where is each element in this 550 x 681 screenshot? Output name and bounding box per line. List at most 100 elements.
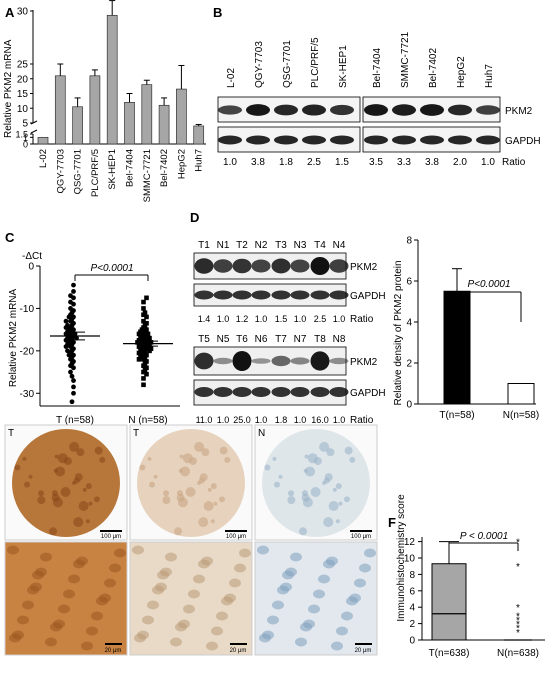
panel-d-pkm2-band-bottom [290,357,310,365]
panel-c-point-n [141,376,146,381]
ihc-cell [302,497,313,508]
panel-a-xtick-label: SMMC-7721 [142,149,153,202]
ihc-image-label: T [8,428,14,439]
panel-f-outlier: * [516,603,520,614]
panel-d-band-pkm2-top: PKM2 [350,262,378,273]
ihc-cell [178,468,183,473]
panel-f-box-plot: Immunohistochemistry score P < 0.0001 0 2… [396,494,545,659]
ihc-cell [69,441,80,452]
panel-f-outlier: * [516,538,520,549]
ihc-zoom-cell [193,574,205,584]
panel-d-lane-label-bottom: N7 [294,334,307,345]
panel-b-gapdh-band [246,135,270,145]
ihc-cell [88,501,93,506]
ihc-cell [149,481,156,488]
panel-d-band-pkm2-bottom: PKM2 [350,357,378,368]
panel-c-ytick-label: -30 [20,389,35,400]
ihc-zoom-cell [165,552,177,562]
panel-f-ytick-label: 6 [409,586,415,597]
panel-a-xtick-label: QSG-7701 [73,149,84,194]
panel-d-bar [443,290,471,405]
ihc-tissue-core [137,429,245,537]
ihc-cell [22,456,27,461]
ihc-cell [82,487,87,492]
panel-b-lane-label: L-02 [226,68,237,88]
ihc-zoom-cell [354,578,366,588]
ihc-cell [307,453,318,464]
panel-b-ratio: 1.0 [223,157,237,168]
svg-text:F: F [388,515,396,530]
panel-d-ratio-bottom: 1.0 [217,415,230,425]
panel-c-point-n [141,357,146,362]
ihc-cell [54,454,59,459]
panel-b-lane-label: Bel-7402 [428,48,439,88]
panel-d-lane-label-top: T1 [198,240,210,251]
panel-d-gapdh-band-top [251,290,271,300]
ihc-cell [335,519,340,524]
panel-a-ytick-label: 1 [23,133,28,143]
ihc-cell [328,501,339,512]
panel-b-lane-label: Bel-7404 [372,48,383,88]
ihc-zoom-cell [17,615,29,625]
ihc-cell [53,468,58,473]
panel-d-bar-ytick-label: 8 [406,236,412,247]
panel-c-point-n [141,318,146,324]
ihc-cell [203,501,214,512]
panel-d-lane-label-top: T4 [314,240,326,251]
ihc-zoom-cell [318,574,330,584]
ihc-cell [218,496,225,503]
panel-a-xtick-label: Bel-7404 [125,149,136,187]
panel-f-ytick-label: 0 [409,636,415,647]
panel-d-gapdh-band-top [290,290,310,300]
panel-b-gapdh-band [448,135,472,145]
panel-b-gapdh-band [476,135,500,145]
ihc-zoom-cell [9,633,21,643]
ihc-cell [224,456,231,463]
panel-b-ratio: 3.3 [397,157,411,168]
ihc-cell [179,454,184,459]
ihc-zoom-cell [134,633,146,643]
panel-f-ytick-label: 2 [409,619,415,630]
panel-c-point-t [69,399,75,405]
ihc-zoom-cell [308,604,320,614]
panel-d-gapdh-band-top [310,290,330,300]
panel-a-xtick-label: Bel-7402 [159,149,170,187]
panel-d-ratio-top: 1.0 [217,314,230,324]
panel-d-pkm2-band-top [251,259,271,273]
panel-b-ratio: 3.8 [251,157,265,168]
panel-d-pkm2-band-bottom [310,351,330,371]
panel-e-ihc-images: T 100 μm T 100 μm N 100 μm 20 μm 20 μm 20 μm [4,424,378,656]
panel-a-xtick-label: PLC/PRF/5 [90,149,101,197]
panel-d-pkm2-band-top [194,258,214,274]
panel-d-pkm2-band-top [329,259,349,273]
panel-c-pvalue: P<0.0001 [90,263,133,274]
ihc-zoom-cell [323,559,335,569]
ihc-cell [174,527,183,536]
panel-f-outlier: * [516,624,520,635]
panel-d-gapdh-band-top [329,290,349,300]
panel-a-xtick-label: Huh7 [194,149,205,172]
panel-d-pkm2-band-top [310,257,330,275]
panel-d-ratio-bottom: 1.8 [275,415,288,425]
panel-b-gapdh-band [330,135,354,145]
panel-c-xtick-label: N (n=58) [128,415,167,426]
ihc-zoom-cell [86,626,98,636]
ihc-cell [304,454,309,459]
ihc-cell [177,497,188,508]
panel-c-point-n [144,314,149,320]
panel-b-gapdh-band [218,135,242,145]
ihc-zoom-cell [364,548,376,558]
panel-a-bar [89,75,101,145]
panel-a-ytick-label: 25 [17,60,29,71]
panel-d-pkm2-band-bottom [251,358,271,364]
panel-b-pkm2-band [448,104,472,116]
panel-d-lane-label-top: T2 [236,240,248,251]
ihc-zoom-cell [259,633,271,643]
ihc-cell [324,473,333,482]
ihc-zoom-cell [341,611,353,621]
ihc-cell [85,519,90,524]
panel-d-ratio-bottom: 1.0 [333,415,346,425]
ihc-zoom-cell [45,637,57,647]
panel-f-pvalue: P < 0.0001 [460,531,508,542]
